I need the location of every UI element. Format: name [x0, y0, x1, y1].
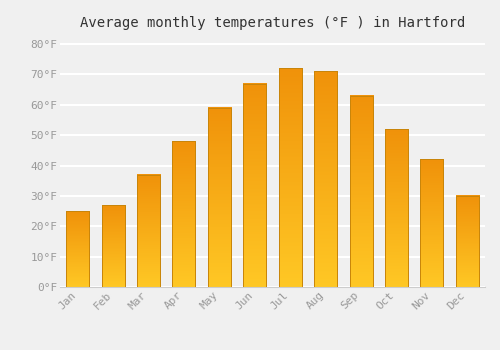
Bar — [456, 196, 479, 287]
Bar — [420, 160, 444, 287]
Bar — [278, 68, 301, 287]
Bar — [102, 205, 124, 287]
Bar — [244, 84, 266, 287]
Bar — [314, 71, 337, 287]
Title: Average monthly temperatures (°F ) in Hartford: Average monthly temperatures (°F ) in Ha… — [80, 16, 465, 30]
Bar — [172, 141, 196, 287]
Bar — [385, 129, 408, 287]
Bar — [350, 96, 372, 287]
Bar — [137, 175, 160, 287]
Bar — [208, 108, 231, 287]
Bar — [66, 211, 89, 287]
